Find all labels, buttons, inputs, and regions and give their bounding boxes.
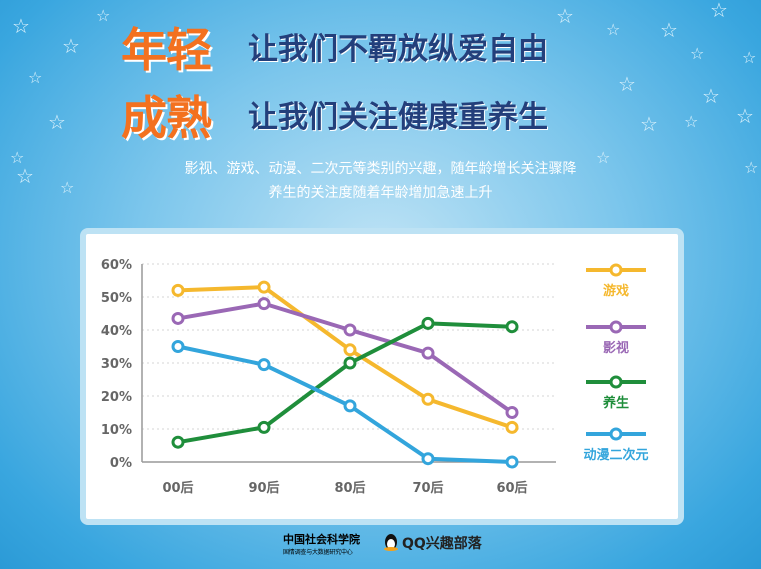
data-point	[257, 420, 271, 434]
data-point	[421, 392, 435, 406]
legend-label: 养生	[602, 395, 629, 411]
data-point	[421, 346, 435, 360]
x-tick-label: 80后	[334, 480, 365, 496]
data-point	[421, 452, 435, 466]
description-line2: 养生的关注度随着年龄增加急速上升	[268, 185, 493, 201]
data-point	[171, 311, 185, 325]
org-name: 中国社会科学院	[283, 533, 360, 546]
series-line	[177, 321, 513, 445]
data-point	[257, 297, 271, 311]
y-tick-label: 50%	[101, 291, 132, 306]
line-chart: 0% 10% 20% 30% 40% 50% 60% 00后 90后 80后 70后 60后 游戏影视养…	[101, 258, 649, 496]
chart-panel: 0% 10% 20% 30% 40% 50% 60% 00后 90后 80后 70后 60后 游戏影视养…	[80, 228, 684, 525]
org-subtitle: 国情调查与大数据研究中心	[283, 549, 353, 556]
description-line1: 影视、游戏、动漫、二次元等类别的兴趣，随年龄增长关注骤降	[184, 161, 577, 177]
headline-sub-freedom: 让我们不羁放纵爱自由	[248, 32, 548, 67]
x-tick-label: 00后	[162, 480, 193, 496]
data-point	[505, 420, 519, 434]
data-point	[421, 316, 435, 330]
data-point	[505, 455, 519, 469]
y-tick-label: 0%	[110, 456, 132, 471]
data-point	[343, 323, 357, 337]
y-tick-label: 10%	[101, 423, 132, 438]
penguin-icon	[384, 534, 398, 551]
x-tick-label: 90后	[248, 480, 279, 496]
data-point	[171, 435, 185, 449]
data-point	[343, 399, 357, 413]
x-tick-label: 70后	[412, 480, 443, 496]
headline-sub-health: 让我们关注健康重养生	[248, 100, 548, 135]
legend-label: 游戏	[603, 283, 629, 299]
legend-swatch-marker	[609, 375, 623, 389]
legend-swatch-marker	[609, 263, 623, 277]
data-point	[171, 283, 185, 297]
data-point	[343, 343, 357, 357]
y-tick-label: 60%	[101, 258, 132, 273]
x-tick-label: 60后	[496, 480, 527, 496]
y-tick-label: 40%	[101, 324, 132, 339]
data-point	[505, 320, 519, 334]
legend-label: 影视	[603, 340, 629, 356]
legend-swatch-marker	[609, 320, 623, 334]
legend-swatch-marker	[609, 427, 623, 441]
data-point	[171, 340, 185, 353]
data-point	[505, 406, 519, 419]
legend-label: 动漫二次元	[583, 447, 648, 463]
y-tick-label: 30%	[101, 357, 132, 372]
data-point	[257, 280, 271, 294]
data-point	[257, 358, 271, 372]
headline-big-mature: 成熟	[121, 91, 212, 145]
org-logo-text: 中国社会科学院 国情调查与大数据研究中心	[283, 533, 360, 559]
y-tick-label: 20%	[101, 390, 132, 405]
data-point	[343, 356, 357, 370]
brand-name: QQ兴趣部落	[402, 536, 482, 552]
headline-big-young: 年轻	[121, 23, 212, 77]
